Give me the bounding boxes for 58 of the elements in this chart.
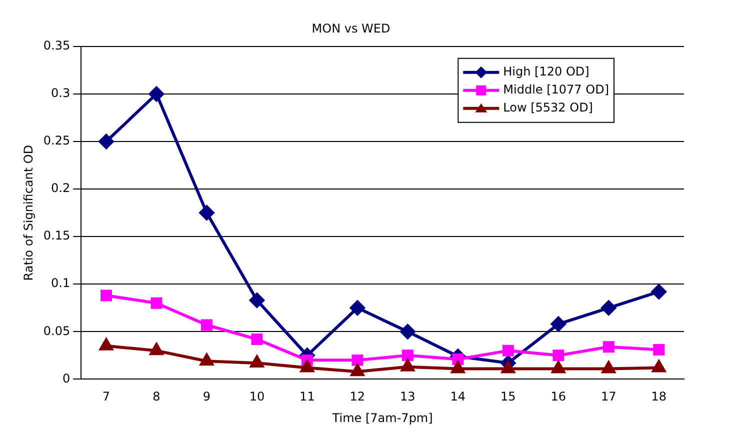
- x-tick-label: 13: [400, 390, 416, 404]
- y-axis-title: Ratio of Significant OD: [21, 144, 36, 281]
- point: [550, 316, 566, 332]
- point: [651, 284, 666, 300]
- legend-label: High [120 OD]: [503, 64, 590, 79]
- y-tick-label: 0.35: [43, 38, 70, 53]
- point: [352, 354, 364, 366]
- point: [552, 361, 566, 374]
- point: [652, 360, 666, 372]
- chart-title: MON vs WED: [312, 21, 390, 36]
- x-tick-label: 11: [300, 390, 315, 404]
- point: [653, 344, 665, 356]
- point: [150, 297, 162, 309]
- x-tick-label: 9: [202, 390, 211, 404]
- point: [249, 292, 264, 308]
- y-tick-label: 0: [62, 371, 70, 386]
- point: [602, 361, 616, 374]
- point: [400, 359, 414, 372]
- x-tick-label: 8: [152, 390, 160, 404]
- legend-label: Low [5532 OD]: [503, 100, 594, 115]
- point: [251, 334, 263, 346]
- y-tick-label: 0.1: [51, 276, 70, 290]
- y-tick-label: 0.25: [43, 134, 70, 148]
- point: [250, 356, 264, 368]
- point: [400, 324, 416, 340]
- point: [199, 205, 214, 220]
- x-tick-label: 7: [102, 390, 110, 404]
- x-axis-title: Time [7am-7pm]: [331, 410, 433, 425]
- x-tick-label: 17: [601, 390, 616, 404]
- y-tick-label: 0.2: [51, 181, 70, 196]
- point: [350, 300, 365, 316]
- point: [300, 360, 314, 372]
- x-tick-label: 16: [550, 390, 566, 404]
- point: [552, 350, 564, 362]
- y-tick-label: 0.15: [43, 228, 70, 243]
- point: [452, 353, 464, 365]
- point: [601, 300, 616, 316]
- x-tick-label: 14: [450, 390, 466, 404]
- point: [502, 344, 514, 356]
- point: [148, 86, 164, 102]
- point: [602, 341, 614, 353]
- x-tick-label: 18: [651, 390, 667, 404]
- x-tick-label: 15: [500, 390, 516, 404]
- y-tick-label: 0.3: [51, 86, 70, 100]
- y-tick-label: 0.05: [43, 324, 70, 338]
- legend-label: Middle [1077 OD]: [503, 82, 610, 97]
- point: [402, 350, 414, 362]
- x-tick-label: 10: [249, 390, 265, 404]
- point: [150, 343, 164, 356]
- point: [350, 364, 364, 376]
- point: [98, 134, 114, 149]
- point: [200, 354, 214, 366]
- point: [501, 361, 515, 374]
- point: [451, 361, 465, 374]
- point: [100, 338, 113, 350]
- point: [200, 319, 212, 331]
- point: [100, 290, 112, 302]
- x-tick-label: 12: [350, 390, 366, 404]
